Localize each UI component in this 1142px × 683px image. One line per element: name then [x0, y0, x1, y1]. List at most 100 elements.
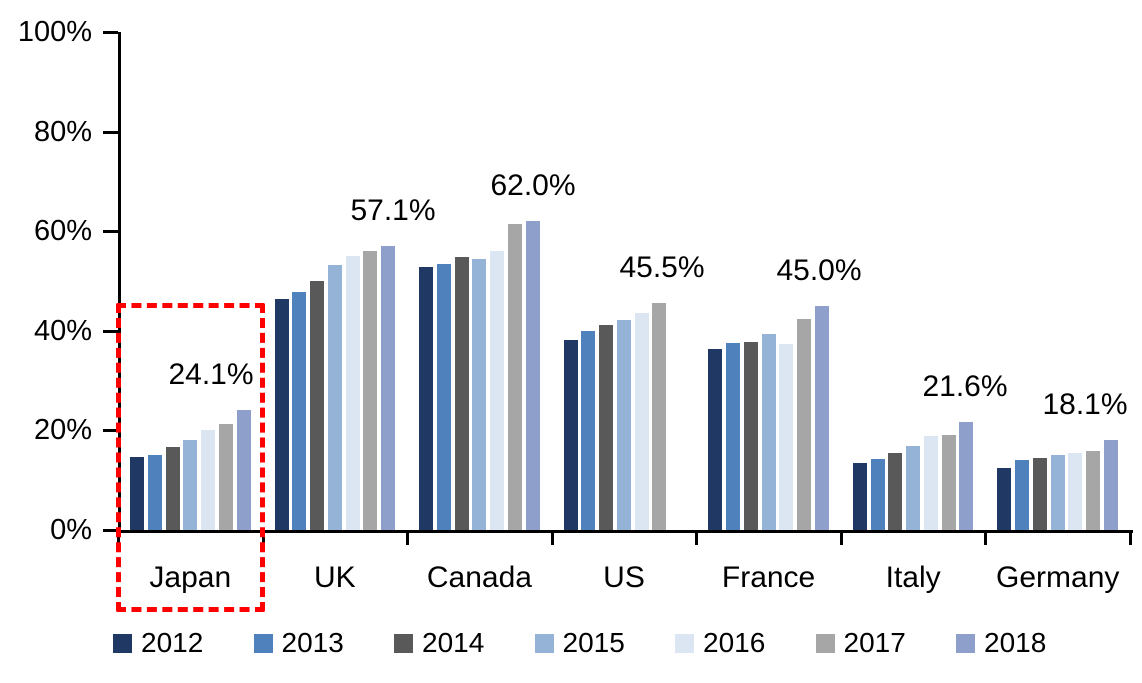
bar-germany-2018 — [1103, 439, 1118, 530]
bar-us-2017 — [652, 303, 667, 530]
bar-italy-2015 — [906, 445, 921, 530]
y-axis-tick — [103, 329, 118, 333]
y-axis-tick — [103, 31, 118, 34]
bar-japan-2014 — [165, 447, 180, 530]
data-label-canada: 62.0% — [490, 169, 576, 203]
bar-us-2015 — [616, 319, 631, 530]
legend-swatch-2013 — [253, 633, 273, 653]
bar-germany-2014 — [1032, 457, 1047, 530]
y-axis-tick — [103, 529, 118, 532]
legend-swatch-2018 — [956, 633, 975, 653]
x-axis-tick — [406, 532, 410, 545]
category-label: UK — [314, 561, 356, 594]
bar-us-2016 — [634, 312, 649, 530]
bar-italy-2016 — [923, 435, 938, 530]
y-axis-tick-label: 40% — [33, 314, 92, 347]
bar-germany-2012 — [997, 467, 1012, 530]
x-axis-tick — [984, 532, 988, 545]
legend-swatch-2017 — [815, 633, 835, 653]
y-axis-tick-label: 100% — [17, 16, 92, 48]
legend-label: 2015 — [562, 627, 625, 658]
bar-italy-2018 — [959, 422, 974, 530]
bar-japan-2018 — [236, 409, 251, 530]
x-axis-tick — [550, 532, 554, 545]
legend-item-2014: 2014 — [394, 628, 484, 658]
data-label-uk: 57.1% — [350, 193, 436, 227]
x-axis-tick — [1129, 532, 1132, 545]
bar-canada-2012 — [419, 267, 434, 530]
japan-highlight-box — [116, 303, 265, 612]
plot-area — [118, 32, 1133, 533]
category-label: Germany — [996, 561, 1120, 594]
category-label: Japan — [149, 561, 232, 594]
data-label-france: 45.0% — [776, 253, 862, 287]
legend-swatch-2014 — [394, 633, 413, 653]
bar-france-2016 — [779, 343, 794, 530]
legend-label: 2016 — [703, 627, 766, 658]
bar-france-2015 — [761, 333, 776, 530]
bar-canada-2014 — [454, 257, 469, 530]
y-axis-tick-label: 80% — [33, 115, 92, 148]
legend-label: 2014 — [422, 627, 485, 658]
legend-item-2016: 2016 — [675, 628, 765, 658]
legend-item-2012: 2012 — [113, 628, 203, 658]
y-axis-tick — [103, 429, 118, 433]
bar-canada-2013 — [436, 264, 451, 530]
category-label: US — [603, 561, 645, 594]
legend-item-2018: 2018 — [956, 628, 1046, 658]
category-label: Italy — [885, 561, 941, 594]
bar-germany-2017 — [1086, 450, 1101, 530]
legend-label: 2018 — [984, 627, 1047, 658]
bar-japan-2017 — [218, 423, 233, 530]
y-axis-tick-label: 60% — [33, 215, 92, 248]
bar-france-2018 — [814, 305, 829, 530]
data-label-germany: 18.1% — [1042, 387, 1128, 421]
category-label: France — [721, 561, 816, 594]
bar-italy-2014 — [888, 452, 903, 530]
bar-italy-2012 — [852, 462, 867, 530]
legend-label: 2013 — [281, 627, 344, 658]
legend-item-2015: 2015 — [534, 627, 625, 658]
data-label-japan: 24.1% — [168, 357, 254, 391]
bar-uk-2013 — [292, 291, 307, 530]
legend-label: 2017 — [843, 627, 906, 658]
x-axis-tick — [839, 532, 843, 545]
category-label: Canada — [426, 561, 532, 594]
bar-uk-2015 — [327, 265, 342, 530]
bar-japan-2015 — [183, 439, 198, 530]
y-axis-tick-label: 20% — [33, 414, 92, 447]
bar-canada-2015 — [472, 258, 487, 530]
bar-france-2013 — [726, 342, 741, 530]
bar-japan-2013 — [147, 455, 162, 530]
bar-germany-2013 — [1015, 459, 1030, 530]
bar-canada-2016 — [490, 251, 505, 530]
data-label-us: 45.5% — [619, 251, 705, 285]
bar-us-2014 — [599, 324, 614, 530]
bar-us-2012 — [563, 339, 578, 530]
bar-france-2014 — [743, 342, 758, 530]
legend-label: 2012 — [141, 627, 204, 658]
y-axis-tick — [103, 230, 118, 234]
bar-uk-2014 — [310, 281, 325, 530]
legend-item-2013: 2013 — [253, 627, 344, 658]
data-label-italy: 21.6% — [922, 370, 1008, 404]
y-axis-tick-label: 0% — [50, 514, 92, 546]
bar-italy-2017 — [941, 434, 956, 530]
bar-japan-2016 — [201, 429, 215, 530]
legend: 2012 2013 2014 2015 2016 2017 2018 — [113, 628, 1113, 658]
legend-swatch-2015 — [534, 633, 554, 653]
bar-uk-2012 — [274, 298, 289, 530]
legend-swatch-2012 — [113, 633, 132, 653]
bar-uk-2017 — [363, 251, 378, 530]
y-axis-tick — [103, 130, 118, 134]
bar-uk-2016 — [345, 256, 360, 530]
bar-canada-2018 — [525, 221, 540, 530]
bar-japan-2012 — [130, 456, 144, 530]
bar-us-2013 — [581, 330, 596, 530]
bar-italy-2013 — [870, 458, 885, 530]
bar-uk-2018 — [381, 245, 396, 530]
bar-germany-2016 — [1068, 452, 1083, 530]
bar-france-2012 — [708, 348, 723, 530]
bar-germany-2015 — [1050, 454, 1065, 530]
